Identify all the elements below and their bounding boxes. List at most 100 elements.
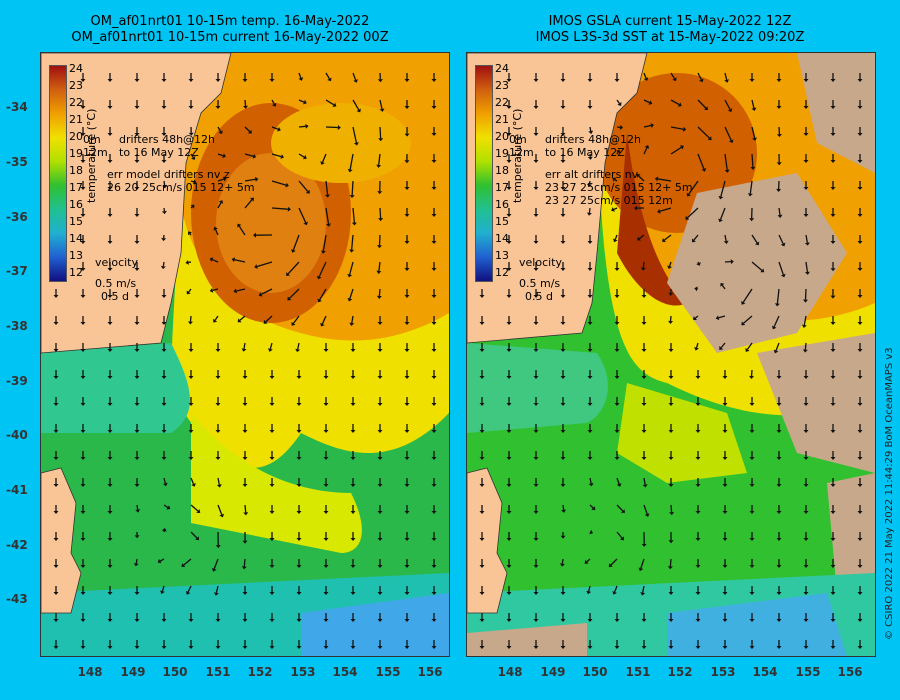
current-vector (183, 558, 192, 566)
current-vector-head (215, 545, 221, 549)
current-vector-head (857, 511, 863, 514)
lon-label: 154 (332, 665, 358, 679)
current-vector-head (404, 457, 410, 460)
current-vector-head (830, 565, 836, 568)
current-vector-head (776, 430, 782, 433)
current-vector-head (404, 160, 410, 164)
current-vector-head (219, 513, 225, 518)
current-vector (352, 126, 357, 143)
current-vector (724, 153, 728, 170)
current-vector-head (857, 214, 863, 217)
colorbar-tick: 24 (69, 62, 83, 75)
current-vector-head (668, 592, 674, 595)
current-vector-head (479, 511, 485, 514)
current-vector-head (188, 321, 193, 325)
current-vector (161, 585, 165, 592)
current-vector-head (611, 207, 615, 212)
current-vector-head (350, 565, 356, 568)
current-vector-head (641, 322, 647, 325)
colorbar-tick: 22 (495, 96, 509, 109)
current-vector-head (677, 102, 682, 107)
current-vector-head (614, 79, 620, 82)
current-vector-head (727, 108, 733, 113)
current-vector-head (699, 78, 704, 83)
current-vector-head (641, 430, 647, 433)
current-vector-head (161, 79, 167, 82)
current-vector-head (588, 482, 594, 487)
current-vector-head (685, 215, 690, 220)
current-vector (238, 225, 246, 236)
current-vector-head (479, 430, 485, 433)
current-vector-head (803, 106, 809, 109)
current-vector-head (162, 185, 168, 189)
current-vector-head (404, 106, 410, 109)
current-vector-head (720, 282, 725, 287)
current-vector-head (160, 265, 166, 270)
current-vector-head (135, 509, 141, 513)
current-vector-head (760, 268, 765, 273)
current-vector (217, 153, 224, 157)
current-vector (776, 288, 780, 304)
current-vector (190, 477, 195, 485)
current-vector-head (107, 430, 113, 433)
current-vector-head (107, 106, 113, 109)
lon-label: 154 (752, 665, 778, 679)
current-vector (721, 284, 726, 290)
current-vector-head (642, 484, 648, 488)
current-vector-head (218, 200, 224, 204)
current-vector-head (751, 107, 757, 112)
current-vector (239, 315, 246, 321)
current-vector-head (404, 484, 410, 487)
current-vector-head (533, 376, 539, 379)
current-vector-head (614, 295, 620, 298)
lon-label: 151 (205, 665, 231, 679)
current-vector-head (378, 217, 384, 222)
current-vector (297, 342, 300, 350)
current-vector-head (269, 403, 275, 406)
current-vector (589, 126, 592, 132)
current-vector-head (533, 214, 539, 217)
current-vector-head (857, 538, 863, 541)
current-vector-head (722, 403, 728, 406)
colorbar-tick: 14 (69, 232, 83, 245)
lat-label: -38 (6, 319, 28, 333)
current-vector (162, 261, 165, 267)
current-vector-head (857, 295, 863, 298)
lon-label: 153 (710, 665, 736, 679)
current-vector-head (707, 136, 712, 141)
current-vector-head (614, 349, 620, 352)
current-vector-head (533, 430, 539, 433)
current-vector-head (668, 646, 674, 649)
current-vector (643, 124, 652, 128)
current-vector (244, 99, 247, 106)
right-map-title: IMOS GSLA current 15-May-2022 12Z IMOS L… (460, 14, 880, 46)
current-vector (292, 234, 300, 251)
lat-label: -41 (6, 483, 28, 497)
current-vector-head (479, 349, 485, 352)
legend-err-line1: err model drifters nv z (107, 168, 230, 181)
current-vector-head (161, 457, 167, 460)
current-vector-head (533, 79, 539, 82)
current-vector-head (830, 79, 836, 82)
current-vector-head (431, 430, 437, 433)
current-vector-head (80, 430, 86, 433)
current-vector (588, 180, 591, 185)
legend-velocity: velocity (519, 256, 562, 269)
current-vector-head (53, 349, 59, 352)
current-vector-head (506, 376, 512, 379)
current-vector (614, 585, 618, 593)
current-vector-head (296, 538, 302, 541)
current-vector-head (560, 133, 566, 136)
current-vector (616, 151, 619, 155)
current-vector-head (186, 290, 191, 295)
lat-label: -42 (6, 538, 28, 552)
current-vector-head (134, 214, 140, 217)
current-vector-head (377, 79, 383, 83)
current-vector-head (134, 295, 140, 298)
current-vector-head (619, 536, 624, 541)
current-vector (643, 99, 650, 104)
current-vector-head (376, 270, 382, 274)
current-vector (217, 126, 222, 132)
current-vector-head (320, 250, 326, 254)
current-vector-head (161, 430, 167, 433)
